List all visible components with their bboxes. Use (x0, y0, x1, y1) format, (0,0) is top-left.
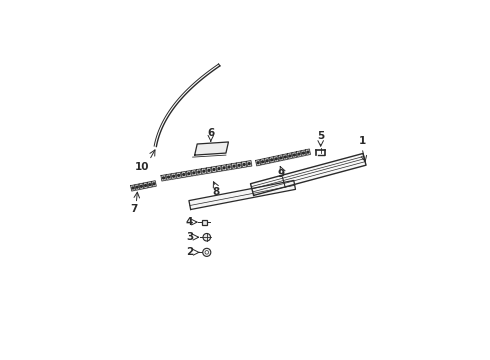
Polygon shape (265, 158, 270, 164)
Polygon shape (250, 153, 366, 195)
Circle shape (193, 172, 195, 174)
Polygon shape (246, 161, 252, 167)
Text: 8: 8 (212, 187, 220, 197)
Polygon shape (217, 166, 221, 172)
Circle shape (294, 154, 295, 156)
Polygon shape (292, 152, 297, 158)
Polygon shape (189, 180, 295, 210)
Bar (202, 220, 207, 225)
Circle shape (307, 151, 309, 153)
Circle shape (183, 174, 185, 175)
Circle shape (188, 173, 190, 175)
Circle shape (173, 175, 174, 177)
Circle shape (213, 168, 215, 170)
Circle shape (136, 186, 138, 188)
Circle shape (280, 157, 282, 159)
Circle shape (203, 233, 211, 241)
Polygon shape (171, 173, 176, 179)
Polygon shape (226, 164, 232, 170)
Circle shape (145, 185, 147, 186)
Circle shape (284, 156, 286, 158)
Circle shape (289, 155, 291, 157)
Polygon shape (274, 156, 279, 162)
Circle shape (257, 162, 259, 164)
Circle shape (266, 160, 268, 162)
Polygon shape (256, 159, 261, 166)
Polygon shape (231, 163, 237, 169)
Circle shape (208, 170, 210, 171)
Polygon shape (287, 153, 293, 159)
Circle shape (223, 167, 225, 169)
Polygon shape (176, 172, 181, 179)
Text: 10: 10 (135, 162, 149, 172)
Polygon shape (161, 175, 166, 181)
Circle shape (203, 170, 205, 172)
Text: 4: 4 (186, 217, 194, 227)
Polygon shape (135, 184, 140, 190)
Circle shape (218, 168, 220, 170)
Polygon shape (143, 183, 148, 189)
Polygon shape (195, 142, 228, 155)
Polygon shape (305, 149, 311, 155)
Polygon shape (242, 161, 247, 167)
Polygon shape (147, 181, 152, 188)
Circle shape (163, 177, 165, 179)
Circle shape (198, 171, 200, 173)
Circle shape (302, 152, 304, 154)
Circle shape (271, 159, 272, 161)
Circle shape (149, 184, 150, 185)
Circle shape (298, 153, 300, 155)
Circle shape (205, 251, 209, 254)
Circle shape (244, 163, 245, 165)
Circle shape (228, 166, 230, 168)
Polygon shape (283, 154, 288, 160)
Polygon shape (201, 168, 206, 174)
Polygon shape (151, 181, 156, 187)
Circle shape (153, 183, 155, 185)
Polygon shape (237, 162, 242, 168)
Circle shape (238, 165, 240, 166)
Polygon shape (139, 183, 144, 189)
Polygon shape (260, 159, 265, 165)
Text: 9: 9 (278, 169, 285, 179)
Polygon shape (296, 151, 301, 157)
Circle shape (275, 158, 277, 160)
Circle shape (233, 165, 235, 167)
Text: 2: 2 (186, 247, 193, 257)
Polygon shape (181, 171, 186, 177)
Text: 3: 3 (186, 232, 193, 242)
Polygon shape (211, 166, 217, 172)
Circle shape (178, 175, 179, 176)
Polygon shape (191, 170, 196, 176)
Polygon shape (131, 185, 135, 191)
Circle shape (262, 161, 264, 163)
Circle shape (248, 163, 250, 165)
Circle shape (203, 248, 211, 256)
Circle shape (141, 185, 142, 187)
Polygon shape (206, 167, 212, 174)
Polygon shape (186, 171, 192, 177)
Polygon shape (269, 157, 274, 163)
Text: 5: 5 (317, 131, 324, 141)
Text: 6: 6 (207, 128, 215, 138)
Text: 7: 7 (130, 203, 138, 213)
Text: 1: 1 (358, 136, 366, 147)
Polygon shape (221, 165, 227, 171)
Polygon shape (301, 150, 306, 156)
Polygon shape (166, 174, 171, 180)
Circle shape (132, 187, 134, 189)
Polygon shape (196, 169, 201, 175)
Circle shape (168, 176, 170, 178)
Polygon shape (278, 155, 283, 161)
